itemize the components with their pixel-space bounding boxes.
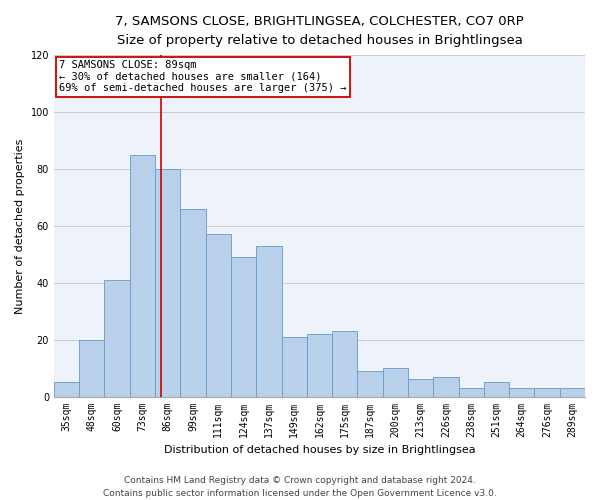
Bar <box>408 380 433 396</box>
Text: Contains HM Land Registry data © Crown copyright and database right 2024.
Contai: Contains HM Land Registry data © Crown c… <box>103 476 497 498</box>
Bar <box>332 331 358 396</box>
Bar <box>155 169 181 396</box>
Bar <box>358 371 383 396</box>
Bar <box>181 209 206 396</box>
Bar <box>54 382 79 396</box>
Bar <box>79 340 104 396</box>
Bar <box>281 337 307 396</box>
X-axis label: Distribution of detached houses by size in Brightlingsea: Distribution of detached houses by size … <box>164 445 475 455</box>
Title: 7, SAMSONS CLOSE, BRIGHTLINGSEA, COLCHESTER, CO7 0RP
Size of property relative t: 7, SAMSONS CLOSE, BRIGHTLINGSEA, COLCHES… <box>115 15 524 47</box>
Bar <box>433 376 458 396</box>
Bar <box>307 334 332 396</box>
Bar <box>560 388 585 396</box>
Bar <box>256 246 281 396</box>
Y-axis label: Number of detached properties: Number of detached properties <box>15 138 25 314</box>
Bar <box>383 368 408 396</box>
Bar <box>206 234 231 396</box>
Bar <box>509 388 535 396</box>
Bar <box>130 154 155 396</box>
Text: 7 SAMSONS CLOSE: 89sqm
← 30% of detached houses are smaller (164)
69% of semi-de: 7 SAMSONS CLOSE: 89sqm ← 30% of detached… <box>59 60 347 94</box>
Bar <box>458 388 484 396</box>
Bar <box>535 388 560 396</box>
Bar <box>104 280 130 396</box>
Bar <box>484 382 509 396</box>
Bar <box>231 257 256 396</box>
